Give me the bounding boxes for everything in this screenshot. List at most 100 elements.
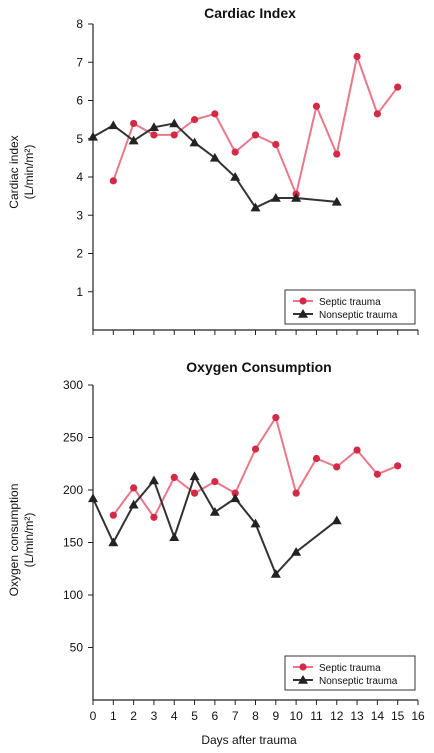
data-point xyxy=(230,172,241,181)
data-point xyxy=(230,493,241,503)
data-point xyxy=(150,513,158,521)
data-point xyxy=(312,102,321,110)
data-point xyxy=(291,193,302,202)
y-tick-label: 300 xyxy=(63,378,83,392)
data-point xyxy=(331,196,342,206)
data-point xyxy=(353,52,361,61)
data-point xyxy=(170,131,178,139)
series-line xyxy=(112,415,399,520)
data-point xyxy=(270,569,281,578)
y-axis-label-line2: (L/min/m²) xyxy=(22,513,36,568)
data-point xyxy=(394,462,402,470)
data-point xyxy=(272,140,280,149)
x-tick-label: 4 xyxy=(171,709,178,723)
data-point xyxy=(251,131,260,139)
x-tick-label: 9 xyxy=(272,709,279,723)
data-point xyxy=(291,546,302,556)
x-axis-label: Days after trauma xyxy=(201,733,297,747)
data-point xyxy=(189,137,200,147)
data-point xyxy=(312,454,321,463)
data-point xyxy=(88,131,98,141)
data-point xyxy=(148,122,159,132)
legend-box xyxy=(284,655,416,691)
x-tick-label: 1 xyxy=(110,709,117,723)
x-tick-label: 13 xyxy=(350,709,364,723)
data-point xyxy=(128,135,139,145)
x-tick-label: 16 xyxy=(411,709,425,723)
data-point xyxy=(373,470,381,478)
y-tick-label: 50 xyxy=(70,641,84,655)
data-point xyxy=(298,675,308,684)
series-line xyxy=(92,473,338,576)
chart-title: Oxygen Consumption xyxy=(186,359,331,375)
data-point xyxy=(190,489,199,497)
data-point xyxy=(170,473,178,481)
x-tick-label: 11 xyxy=(310,709,323,723)
data-point xyxy=(272,413,280,422)
y-tick-label: 200 xyxy=(63,483,83,497)
data-point xyxy=(211,478,219,486)
data-point xyxy=(298,309,308,318)
legend-label: Nonseptic trauma xyxy=(319,310,398,321)
x-tick-label: 8 xyxy=(252,709,259,723)
legend-label: Nonseptic trauma xyxy=(319,676,398,687)
data-point xyxy=(148,475,159,485)
legend-box xyxy=(284,289,416,325)
series-line xyxy=(112,52,399,198)
y-axis-label-line1: Cardiac index xyxy=(7,135,21,208)
y-axis-label-line2: (L/min/m²) xyxy=(22,145,36,200)
data-point xyxy=(130,119,138,128)
cardiac-index-chart: Cardiac Index Cardiac index (L/min/m²) 1… xyxy=(7,5,419,335)
y-tick-label: 8 xyxy=(76,17,83,31)
legend: Septic trauma Nonseptic trauma xyxy=(284,655,416,691)
data-point xyxy=(250,518,261,528)
data-point xyxy=(211,110,219,118)
y-tick-label: 2 xyxy=(76,247,83,261)
data-point xyxy=(190,116,199,124)
data-point xyxy=(353,446,361,454)
legend-label: Septic trauma xyxy=(319,663,381,674)
oxygen-consumption-chart: Oxygen Consumption Oxygen consumption (L… xyxy=(7,359,425,747)
series-line xyxy=(92,122,337,209)
data-point xyxy=(333,150,341,158)
plot-area: 1 2 3 4 5 6 7 8 xyxy=(76,17,419,335)
y-tick-label: 100 xyxy=(63,588,83,602)
data-point xyxy=(299,297,307,305)
data-point xyxy=(209,152,220,162)
data-point xyxy=(270,193,281,202)
y-tick-label: 4 xyxy=(76,170,83,184)
data-point xyxy=(333,463,341,471)
data-point xyxy=(292,489,300,497)
data-point xyxy=(299,663,307,671)
data-point xyxy=(108,120,119,130)
y-tick-label: 6 xyxy=(76,94,83,108)
data-point xyxy=(130,484,138,492)
x-tick-label: 3 xyxy=(151,709,158,723)
x-tick-label: 10 xyxy=(289,709,303,723)
y-tick-label: 5 xyxy=(76,132,83,146)
y-tick-label: 3 xyxy=(76,208,83,222)
x-tick-label: 15 xyxy=(391,709,405,723)
y-tick-label: 250 xyxy=(63,431,83,445)
x-tick-label: 12 xyxy=(330,709,344,723)
data-point xyxy=(250,202,261,212)
data-point xyxy=(88,493,98,503)
data-point xyxy=(108,537,119,547)
y-tick-label: 150 xyxy=(63,536,83,550)
data-point xyxy=(169,532,180,541)
x-tick-label: 14 xyxy=(371,709,385,723)
data-point xyxy=(189,471,200,481)
x-tick-label: 0 xyxy=(90,709,97,723)
data-point xyxy=(331,515,342,525)
legend-label: Septic trauma xyxy=(319,297,381,308)
x-tick-label: 2 xyxy=(130,709,137,723)
data-point xyxy=(109,511,117,519)
y-tick-label: 7 xyxy=(76,55,83,69)
y-axis-label-line1: Oxygen consumption xyxy=(7,484,21,597)
data-point xyxy=(231,489,239,497)
data-point xyxy=(150,131,158,139)
chart-title: Cardiac Index xyxy=(204,5,296,21)
data-point xyxy=(251,445,260,453)
